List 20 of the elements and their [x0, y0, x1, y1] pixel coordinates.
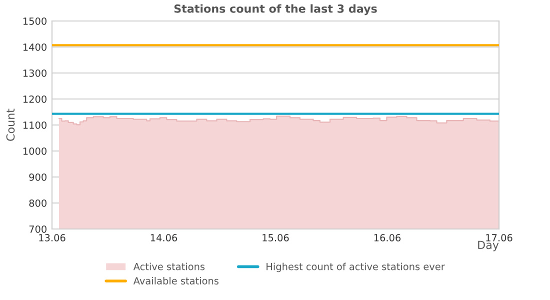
- x-tick-label: 13.06: [39, 234, 66, 242]
- legend-label: Available stations: [133, 276, 218, 285]
- legend-label: Highest count of active stations ever: [266, 262, 445, 272]
- y-axis-title: Count: [6, 108, 15, 141]
- y-tick-label: 1100: [23, 121, 46, 129]
- x-axis-title: Day: [478, 240, 499, 252]
- x-tick-label: 16.06: [374, 234, 401, 242]
- x-tick-label: 15.06: [262, 234, 289, 242]
- x-tick-label: 14.06: [150, 234, 178, 242]
- y-tick-label: 1500: [23, 17, 46, 25]
- y-tick-label: 1300: [23, 69, 46, 77]
- legend-label: Active stations: [133, 262, 205, 270]
- y-tick-label: 1000: [23, 147, 46, 155]
- chart-title: Stations count of the last 3 days: [174, 4, 377, 16]
- y-tick-label: 800: [29, 199, 46, 207]
- y-tick-label: 1200: [23, 95, 46, 103]
- y-tick-label: 900: [29, 173, 46, 181]
- y-tick-label: 1400: [23, 43, 46, 51]
- x-tick-label: 17.06: [486, 234, 512, 242]
- y-tick-label: 700: [29, 225, 46, 233]
